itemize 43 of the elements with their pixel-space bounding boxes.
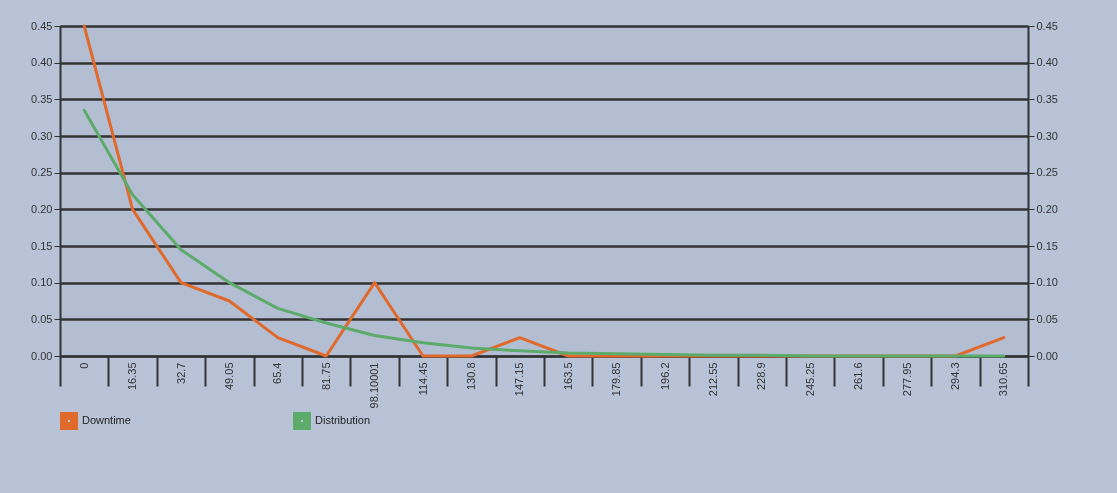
x-tick-label: 81.75 [319, 362, 332, 391]
x-tick-label: 49.05 [222, 362, 235, 391]
x-tick-label: 16.35 [126, 362, 139, 391]
x-tick-label: 65.4 [271, 362, 284, 384]
x-tick-label: 0 [77, 362, 90, 369]
x-tick-label: 114.45 [416, 362, 429, 396]
x-tick-label: 310.65 [997, 362, 1010, 397]
x-tick-label: 245.25 [803, 362, 816, 397]
y2-tick-label: 0.00 [1036, 349, 1058, 362]
y-tick-label: 0.05 [31, 312, 53, 325]
y2-tick-label: 0.10 [1036, 276, 1058, 289]
y-tick-label: 0.00 [31, 349, 53, 362]
y-tick-label: 0.30 [31, 129, 53, 142]
y2-tick-label: 0.05 [1036, 312, 1058, 325]
y-tick-label: 0.40 [31, 56, 53, 69]
x-tick-label: 163.5 [561, 362, 574, 391]
y-tick-label: 0.25 [31, 166, 53, 179]
x-tick-label: 212.55 [706, 362, 719, 397]
legend-label: Downtime [82, 414, 131, 426]
x-tick-label: 98.10001 [368, 362, 381, 409]
x-tick-label: 277.95 [900, 362, 913, 397]
y-tick-label: 0.35 [31, 92, 53, 105]
x-tick-label: 32.7 [174, 362, 187, 384]
y2-tick-label: 0.15 [1036, 239, 1058, 252]
y-tick-label: 0.45 [31, 19, 53, 32]
y2-tick-label: 0.20 [1036, 202, 1058, 215]
x-tick-label: 196.2 [658, 362, 671, 391]
x-tick-label: 294.3 [948, 362, 961, 391]
y2-tick-label: 0.25 [1036, 166, 1058, 179]
y-tick-label: 0.20 [31, 202, 53, 215]
x-tick-label: 261.6 [852, 362, 865, 391]
y-tick-label: 0.10 [31, 276, 53, 289]
y2-tick-label: 0.40 [1036, 56, 1058, 69]
x-tick-label: 179.85 [610, 362, 623, 397]
x-tick-label: 130.8 [464, 362, 477, 391]
legend-label: Distribution [315, 414, 371, 426]
x-tick-label: 147.15 [513, 362, 526, 397]
y2-tick-label: 0.30 [1036, 129, 1058, 142]
y2-tick-label: 0.45 [1036, 19, 1058, 32]
y-tick-label: 0.15 [31, 239, 53, 252]
y2-tick-label: 0.35 [1036, 92, 1058, 105]
x-tick-label: 228.9 [755, 362, 768, 391]
line-series [82, 108, 1006, 358]
